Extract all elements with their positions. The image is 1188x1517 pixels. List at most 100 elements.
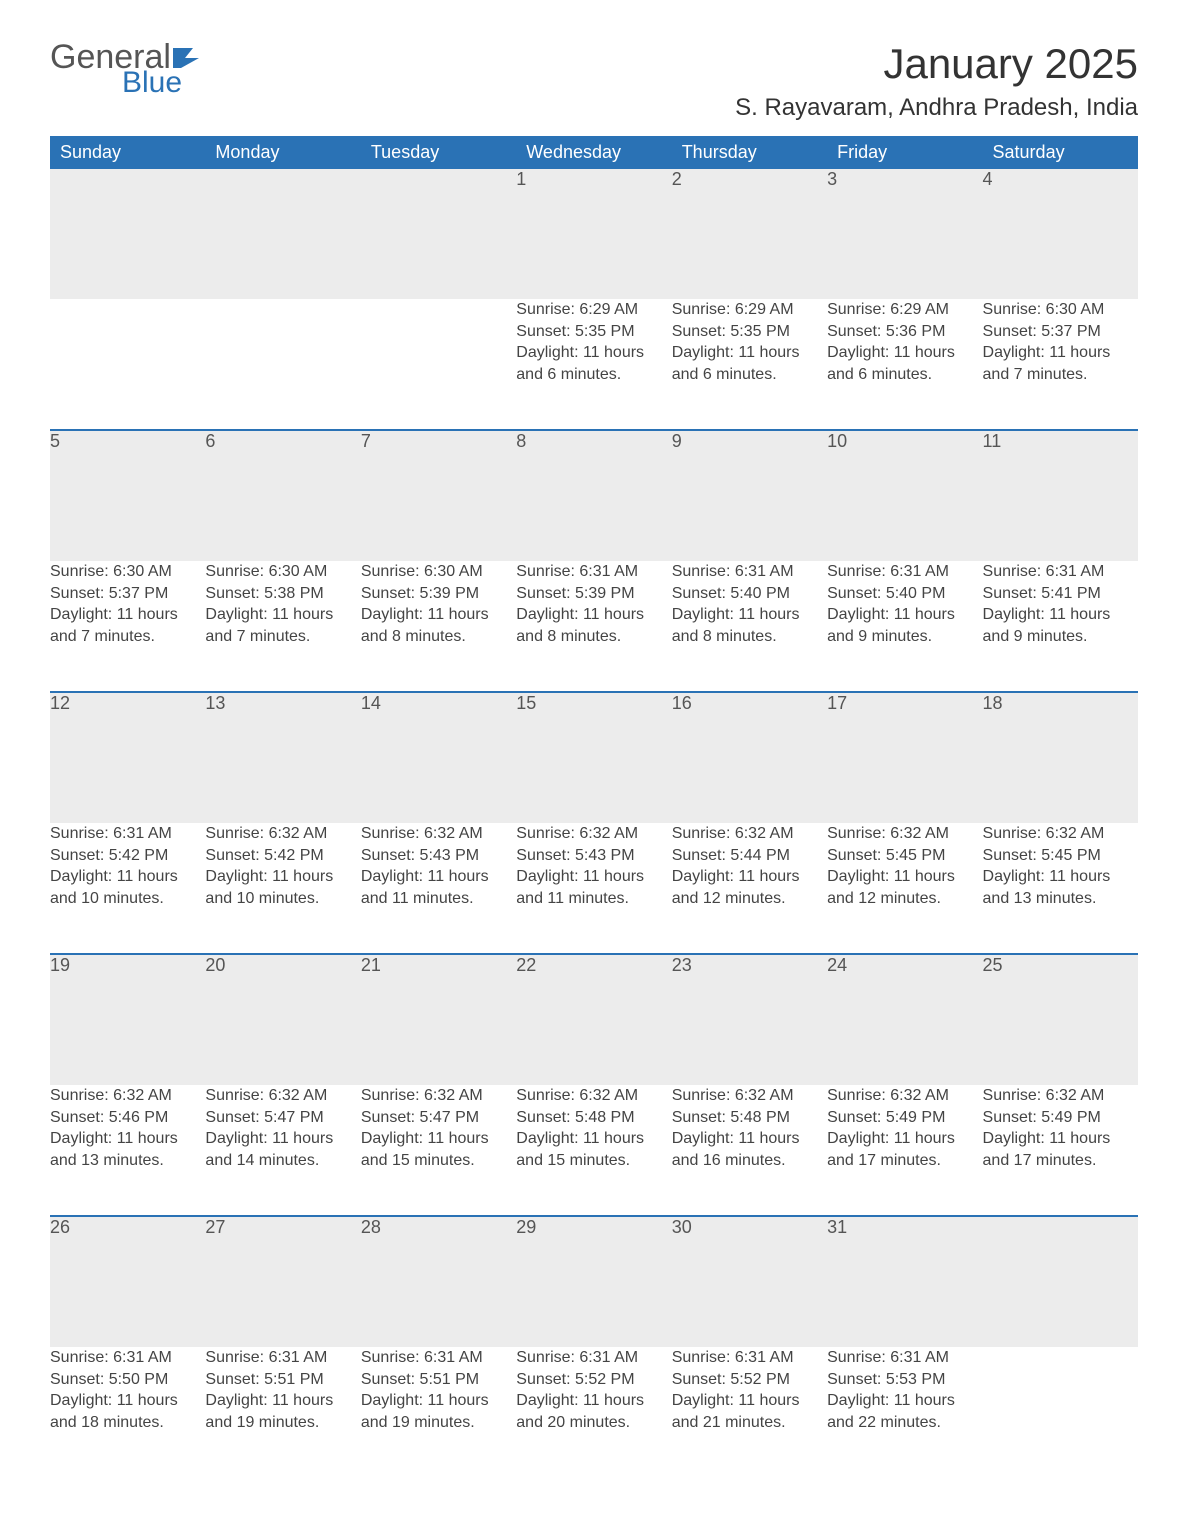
day-detail-row: Sunrise: 6:29 AMSunset: 5:35 PMDaylight:…	[50, 299, 1138, 430]
daylight-line: Daylight: 11 hours and 6 minutes.	[827, 344, 955, 383]
day-number-row: 12131415161718	[50, 692, 1138, 823]
sunset-line: Sunset: 5:43 PM	[361, 847, 479, 864]
day-detail: Sunrise: 6:32 AM Sunset: 5:43 PM Daylight:…	[516, 823, 671, 954]
sunset-line: Sunset: 5:42 PM	[50, 847, 168, 864]
sunset-line: Sunset: 5:40 PM	[827, 585, 945, 602]
sunset-line: Sunset: 5:45 PM	[983, 847, 1101, 864]
sunset-line: Sunset: 5:51 PM	[205, 1371, 323, 1388]
day-number: 13	[205, 692, 360, 823]
daylight-line: Daylight: 11 hours and 8 minutes.	[516, 606, 644, 645]
day-detail: Sunrise: 6:32 AMSunset: 5:45 PMDaylight:…	[983, 823, 1138, 954]
daylight-line: Daylight: 11 hours and 8 minutes.	[361, 606, 489, 645]
sunrise-line: Sunrise: 6:32 AM	[672, 1087, 794, 1104]
day-number: 7	[361, 430, 516, 561]
day-number: 14	[361, 692, 516, 823]
day-number: 25	[983, 954, 1138, 1085]
day-number: 8	[516, 430, 671, 561]
sunrise-line: Sunrise: 6:32 AM	[516, 825, 638, 842]
sunrise-line: Sunrise: 6:31 AM	[827, 563, 949, 580]
day-detail: Sunrise: 6:32 AMSunset: 5:47 PMDaylight:…	[361, 1085, 516, 1216]
sunrise-line: Sunrise: 6:32 AM	[205, 825, 327, 842]
day-detail: Sunrise: 6:30 AMSunset: 5:37 PMDaylight:…	[983, 299, 1138, 430]
day-detail: Sunrise: 6:32 AMSunset: 5:47 PMDaylight:…	[205, 1085, 360, 1216]
day-detail	[205, 299, 360, 430]
daylight-line: Daylight: 11 hours and 10 minutes.	[50, 868, 178, 907]
daylight-line: Daylight: 11 hours and 17 minutes.	[827, 1130, 955, 1169]
day-number: 15	[516, 692, 671, 823]
day-number: 11	[983, 430, 1138, 561]
day-detail: Sunrise: 6:31 AMSunset: 5:40 PMDaylight:…	[827, 561, 982, 692]
sunrise-line: Sunrise: 6:32 AM	[361, 1087, 483, 1104]
daylight-line: Daylight: 11 hours and 14 minutes.	[205, 1130, 333, 1169]
day-number: 2	[672, 169, 827, 299]
sunrise-line: Sunrise: 6:31 AM	[672, 563, 794, 580]
weekday-header: Saturday	[983, 136, 1138, 169]
day-detail: Sunrise: 6:31 AMSunset: 5:41 PMDaylight:…	[983, 561, 1138, 692]
day-number	[50, 169, 205, 299]
sunset-line: Sunset: 5:39 PM	[516, 585, 634, 602]
sunset-line: Sunset: 5:43 PM	[516, 847, 634, 864]
sunrise-line: Sunrise: 6:30 AM	[50, 563, 172, 580]
sunset-line: Sunset: 5:38 PM	[205, 585, 323, 602]
sunset-line: Sunset: 5:37 PM	[50, 585, 168, 602]
sunrise-line: Sunrise: 6:31 AM	[205, 1349, 327, 1366]
day-detail: Sunrise: 6:32 AMSunset: 5:48 PMDaylight:…	[516, 1085, 671, 1216]
day-detail: Sunrise: 6:32 AMSunset: 5:49 PMDaylight:…	[983, 1085, 1138, 1216]
day-detail: Sunrise: 6:30 AM Sunset: 5:37 PM Daylight:…	[50, 561, 205, 692]
sunrise-line: Sunrise: 6:32 AM	[983, 1087, 1105, 1104]
day-number: 20	[205, 954, 360, 1085]
sunrise-line: Sunrise: 6:31 AM	[827, 1349, 949, 1366]
day-number: 29	[516, 1216, 671, 1347]
logo-text-blue: Blue	[122, 68, 207, 98]
daylight-line: Daylight: 11 hours and 12 minutes.	[827, 868, 955, 907]
day-detail: Sunrise: 6:31 AMSunset: 5:53 PMDaylight:…	[827, 1347, 982, 1477]
sunset-line: Sunset: 5:50 PM	[50, 1371, 168, 1388]
sunrise-line: Sunrise: 6:30 AM	[983, 301, 1105, 318]
daylight-line: Daylight: 11 hours and 12 minutes.	[672, 868, 800, 907]
day-detail: Sunrise: 6:32 AMSunset: 5:42 PMDaylight:…	[205, 823, 360, 954]
daylight-line: Daylight: 11 hours and 18 minutes.	[50, 1392, 178, 1431]
day-number: 12	[50, 692, 205, 823]
sunrise-line: Sunrise: 6:29 AM	[827, 301, 949, 318]
sunset-line: Sunset: 5:48 PM	[672, 1109, 790, 1126]
logo: General Blue	[50, 40, 207, 98]
day-number: 31	[827, 1216, 982, 1347]
day-detail: Sunrise: 6:29 AMSunset: 5:35 PMDaylight:…	[672, 299, 827, 430]
sunrise-line: Sunrise: 6:32 AM	[827, 1087, 949, 1104]
month-title: January 2025	[735, 40, 1138, 88]
daylight-line: Daylight: 11 hours and 11 minutes.	[516, 868, 644, 907]
daylight-line: Daylight: 11 hours and 8 minutes.	[672, 606, 800, 645]
weekday-header: Tuesday	[361, 136, 516, 169]
day-number: 22	[516, 954, 671, 1085]
daylight-line: Daylight: 11 hours and 7 minutes.	[50, 606, 178, 645]
day-number: 23	[672, 954, 827, 1085]
weekday-header: Friday	[827, 136, 982, 169]
sunrise-line: Sunrise: 6:31 AM	[516, 1349, 638, 1366]
day-number-row: 19202122232425	[50, 954, 1138, 1085]
sunset-line: Sunset: 5:45 PM	[827, 847, 945, 864]
weekday-header: Thursday	[672, 136, 827, 169]
weekday-header: Monday	[205, 136, 360, 169]
day-number: 4	[983, 169, 1138, 299]
day-detail: Sunrise: 6:31 AMSunset: 5:42 PMDaylight:…	[50, 823, 205, 954]
day-number-row: 567891011	[50, 430, 1138, 561]
day-detail: Sunrise: 6:32 AMSunset: 5:46 PMDaylight:…	[50, 1085, 205, 1216]
sunrise-line: Sunrise: 6:32 AM	[516, 1087, 638, 1104]
sunrise-line: Sunrise: 6:31 AM	[361, 1349, 483, 1366]
sunrise-line: Sunrise: 6:30 AM	[205, 563, 327, 580]
sunset-line: Sunset: 5:52 PM	[672, 1371, 790, 1388]
day-detail: Sunrise: 6:30 AMSunset: 5:39 PMDaylight:…	[361, 561, 516, 692]
daylight-line: Daylight: 11 hours and 13 minutes.	[983, 868, 1111, 907]
day-detail: Sunrise: 6:31 AMSunset: 5:40 PMDaylight:…	[672, 561, 827, 692]
sunrise-line: Sunrise: 6:32 AM	[205, 1087, 327, 1104]
day-detail: Sunrise: 6:32 AMSunset: 5:44 PMDaylight:…	[672, 823, 827, 954]
day-detail-row: Sunrise: 6:31 AMSunset: 5:42 PMDaylight:…	[50, 823, 1138, 954]
day-number	[205, 169, 360, 299]
daylight-line: Daylight: 11 hours and 7 minutes.	[983, 344, 1111, 383]
day-detail: Sunrise: 6:32 AMSunset: 5:43 PMDaylight:…	[361, 823, 516, 954]
day-number: 6	[205, 430, 360, 561]
day-number: 9	[672, 430, 827, 561]
day-number-row: 1234	[50, 169, 1138, 299]
sunset-line: Sunset: 5:42 PM	[205, 847, 323, 864]
sunset-line: Sunset: 5:52 PM	[516, 1371, 634, 1388]
